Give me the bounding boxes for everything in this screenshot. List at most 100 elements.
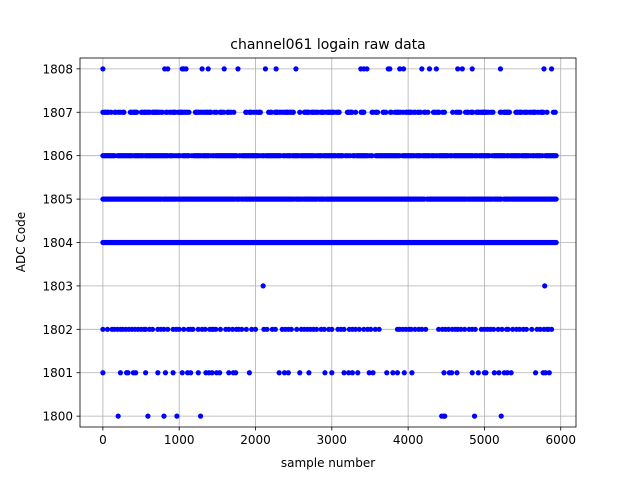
data-point-1801 (246, 370, 252, 376)
data-point-1800 (498, 413, 504, 419)
data-point-1802 (230, 326, 236, 332)
data-point-1808 (205, 66, 211, 72)
data-point-1802 (181, 326, 187, 332)
data-point-1807 (121, 109, 127, 115)
data-point-1801 (449, 370, 455, 376)
data-point-1800 (197, 413, 204, 419)
data-point-1806 (369, 153, 375, 159)
data-point-1807 (544, 109, 550, 115)
data-point-1808 (433, 66, 439, 72)
data-point-1808 (293, 66, 299, 72)
data-point-1802 (537, 326, 543, 332)
data-point-1800 (174, 413, 180, 419)
data-point-1802 (516, 326, 523, 332)
data-point-1802 (100, 326, 106, 332)
data-point-1801 (133, 370, 139, 376)
y-axis-ticks: 1800 1801 1802 1803 1804 1805 1806 1807 1808 (42, 62, 80, 424)
data-point-1802 (195, 326, 201, 332)
data-point-1808 (262, 66, 269, 72)
data-point-1808 (541, 66, 547, 72)
data-point-1802 (445, 326, 452, 332)
y-tick-label: 1800 (42, 410, 73, 424)
x-tick-label: 3000 (317, 433, 348, 447)
data-point-1808 (459, 66, 465, 72)
data-point-1801 (125, 370, 131, 376)
data-point-1802 (165, 326, 171, 332)
data-point-1801 (491, 370, 497, 376)
data-point-1808 (497, 66, 504, 72)
y-tick-label: 1808 (42, 62, 73, 76)
data-point-1802 (412, 326, 418, 332)
data-point-1802 (472, 326, 478, 332)
data-point-1801 (454, 370, 460, 376)
data-point-1801 (384, 370, 390, 376)
data-point-1802 (329, 326, 335, 332)
data-point-1808 (273, 66, 279, 72)
data-point-1801 (285, 370, 291, 376)
data-point-1807 (231, 109, 237, 115)
data-point-1807 (383, 109, 389, 115)
data-point-1801 (370, 370, 376, 376)
data-point-1801 (188, 370, 194, 376)
data-point-1802 (288, 326, 294, 332)
data-point-1807 (257, 109, 263, 115)
data-point-1801 (341, 370, 347, 376)
data-point-1802 (505, 326, 511, 332)
x-tick-label: 4000 (393, 433, 424, 447)
data-point-1800 (145, 413, 151, 419)
data-point-1807 (425, 109, 431, 115)
data-point-1800 (442, 413, 448, 419)
data-point-1801 (170, 370, 176, 376)
data-point-1802 (548, 326, 555, 332)
data-point-1801 (346, 370, 352, 376)
data-point-1802 (104, 326, 111, 332)
data-point-1808 (364, 66, 370, 72)
y-tick-label: 1803 (42, 279, 73, 293)
data-point-1808 (548, 66, 555, 72)
data-points (100, 66, 559, 419)
data-point-1801 (297, 370, 303, 376)
y-tick-label: 1806 (42, 149, 73, 163)
data-point-1806 (553, 153, 559, 159)
data-point-1802 (408, 326, 414, 332)
data-point-1807 (540, 109, 546, 115)
y-tick-label: 1802 (42, 323, 73, 337)
data-point-1808 (221, 66, 227, 72)
data-point-1808 (183, 66, 189, 72)
x-tick-label: 6000 (545, 433, 576, 447)
data-point-1801 (401, 370, 407, 376)
data-point-1808 (387, 66, 393, 72)
data-point-1802 (376, 326, 382, 332)
data-point-1801 (409, 370, 415, 376)
data-point-1801 (496, 370, 502, 376)
data-point-1802 (176, 326, 182, 332)
data-point-1802 (461, 326, 468, 332)
data-point-1801 (349, 370, 356, 376)
data-point-1802 (510, 326, 516, 332)
x-tick-label: 2000 (240, 433, 271, 447)
data-point-1804 (553, 239, 559, 246)
data-point-1801 (366, 370, 372, 376)
data-point-1802 (202, 326, 208, 332)
data-point-1801 (281, 370, 288, 376)
data-point-1801 (209, 370, 215, 376)
data-point-1801 (475, 370, 481, 376)
data-point-1807 (208, 109, 214, 115)
data-point-1807 (490, 109, 496, 115)
data-point-1808 (199, 66, 205, 72)
data-point-1807 (457, 109, 463, 115)
data-point-1807 (349, 109, 355, 115)
data-point-1801 (195, 370, 201, 376)
data-point-1802 (490, 326, 497, 332)
data-point-1808 (426, 66, 433, 72)
data-point-1802 (499, 326, 505, 332)
data-point-1801 (306, 370, 312, 376)
data-point-1801 (155, 370, 161, 376)
data-point-1802 (495, 326, 501, 332)
data-point-1807 (361, 109, 367, 115)
x-axis-label: sample number (281, 456, 375, 470)
data-point-1801 (226, 370, 232, 376)
x-tick-label: 0 (99, 433, 107, 447)
data-point-1801 (276, 370, 282, 376)
